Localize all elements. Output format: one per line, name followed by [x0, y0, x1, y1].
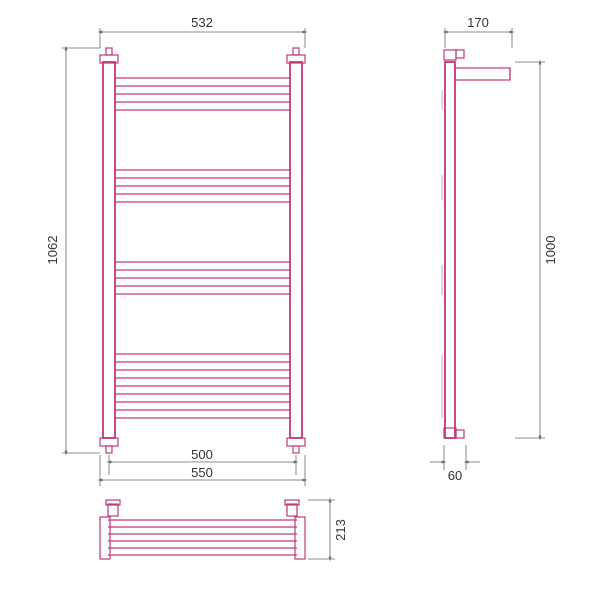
top-view: 213 — [100, 500, 348, 559]
dim-right-side: 1000 — [515, 62, 558, 438]
dim-left-front: 1062 — [45, 48, 100, 453]
technical-drawing: 532 1062 500 550 — [0, 0, 600, 600]
dim-right-topview: 213 — [308, 500, 348, 559]
dim-value: 60 — [448, 468, 462, 483]
bars-group-3 — [115, 262, 290, 294]
dim-value: 500 — [191, 447, 213, 462]
dim-value: 1062 — [45, 236, 60, 265]
dim-top-side: 170 — [445, 15, 512, 48]
front-view: 532 1062 500 550 — [45, 15, 305, 486]
bars-group-4 — [115, 354, 290, 418]
dim-value: 532 — [191, 15, 213, 30]
dim-value: 213 — [333, 519, 348, 541]
dim-top-front: 532 — [100, 15, 305, 48]
bars-group-1 — [115, 78, 290, 110]
dim-value: 170 — [467, 15, 489, 30]
dim-bottom-side: 60 — [430, 445, 480, 483]
dim-value: 550 — [191, 465, 213, 480]
bars-group-2 — [115, 170, 290, 202]
side-view: 170 1000 60 — [430, 15, 558, 483]
dim-value: 1000 — [543, 236, 558, 265]
